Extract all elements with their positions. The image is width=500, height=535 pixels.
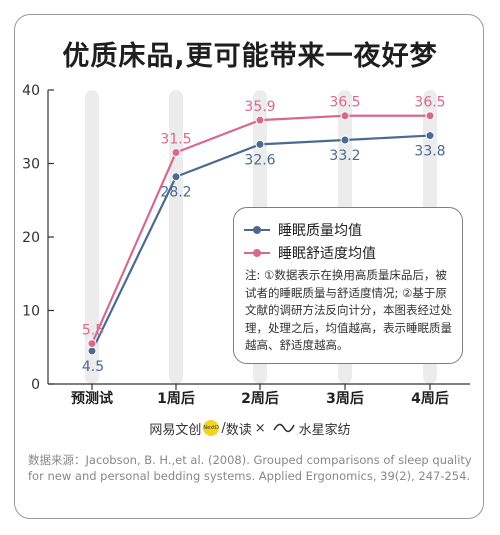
data-label-0-2: 32.6	[244, 152, 275, 168]
legend-label-comfort: 睡眠舒适度均值	[278, 246, 376, 262]
legend-swatch-comfort	[244, 249, 270, 257]
nextdata-badge: NextData	[203, 420, 220, 436]
x-tick-label-1: 1周后	[157, 390, 195, 407]
y-tick-label-4: 40	[22, 83, 40, 99]
brand-netease: 网易文创	[149, 422, 202, 438]
column-band-0	[85, 90, 99, 384]
data-label-1-4: 36.5	[414, 95, 445, 111]
chart-note: 注: ①数据表示在换用高质量床品后，被试者的睡眠质量与舒适度情况; ②基于原文献…	[245, 268, 452, 352]
data-label-1-2: 35.9	[244, 99, 275, 115]
data-point-0-2	[255, 139, 265, 149]
x-tick-label-2: 2周后	[241, 390, 279, 407]
chart-title: 优质床品,更可能带来一夜好梦	[62, 41, 438, 72]
data-point-0-4	[425, 131, 435, 141]
data-label-0-0: 4.5	[82, 359, 104, 375]
data-point-1-0	[87, 339, 97, 349]
data-label-0-1: 28.2	[160, 185, 191, 201]
mercury-logo-icon	[272, 423, 295, 433]
x-tick-label-0: 预测试	[71, 390, 113, 407]
data-point-1-4	[425, 111, 435, 121]
data-label-0-4: 33.8	[414, 144, 445, 160]
legend-item-quality: 睡眠质量均值	[244, 220, 362, 240]
y-tick-label-3: 30	[22, 157, 40, 173]
legend-item-comfort: 睡眠舒适度均值	[244, 243, 376, 263]
data-point-1-2	[255, 115, 265, 125]
y-tick-label-0: 0	[31, 377, 40, 393]
legend-label-quality: 睡眠质量均值	[278, 223, 362, 239]
x-tick-label-3: 3周后	[326, 390, 364, 407]
data-label-1-1: 31.5	[160, 131, 191, 147]
data-point-0-1	[171, 172, 181, 182]
column-band-1	[169, 90, 183, 384]
data-point-1-1	[171, 147, 181, 157]
data-point-0-0	[87, 346, 97, 356]
credit-cross: ×	[254, 420, 266, 436]
data-label-1-3: 36.5	[329, 95, 360, 111]
brand-mercury: 水星家纺	[298, 422, 351, 438]
data-label-1-0: 5.5	[82, 323, 104, 339]
data-labels: 4.5 28.2 32.6 33.2 33.8 5.5 31.5 35.9 36.5 36.5	[82, 95, 446, 375]
axes: 0 10 20 30 40 预测试 1周后 2周后 3周后 4周后	[22, 83, 470, 407]
data-source: 数据来源：Jacobson, B. H.,et al. (2008). Grou…	[28, 453, 472, 483]
credit-separator: /	[221, 420, 226, 436]
x-tick-label-4: 4周后	[411, 390, 449, 407]
legend-box: 睡眠质量均值 睡眠舒适度均值 注: ①数据表示在换用高质量床品后，被试者的睡眠质…	[233, 207, 463, 364]
y-tick-label-1: 10	[22, 304, 40, 320]
credits-bar: 网易文创 NextData / 数读 × 水星家纺	[0, 416, 500, 440]
data-point-1-3	[340, 111, 350, 121]
y-tick-label-2: 20	[22, 230, 40, 246]
legend-swatch-quality	[244, 226, 270, 234]
data-points	[87, 111, 435, 356]
data-point-0-3	[340, 135, 350, 145]
data-label-0-3: 33.2	[329, 148, 360, 164]
brand-shudu: 数读	[225, 422, 252, 438]
